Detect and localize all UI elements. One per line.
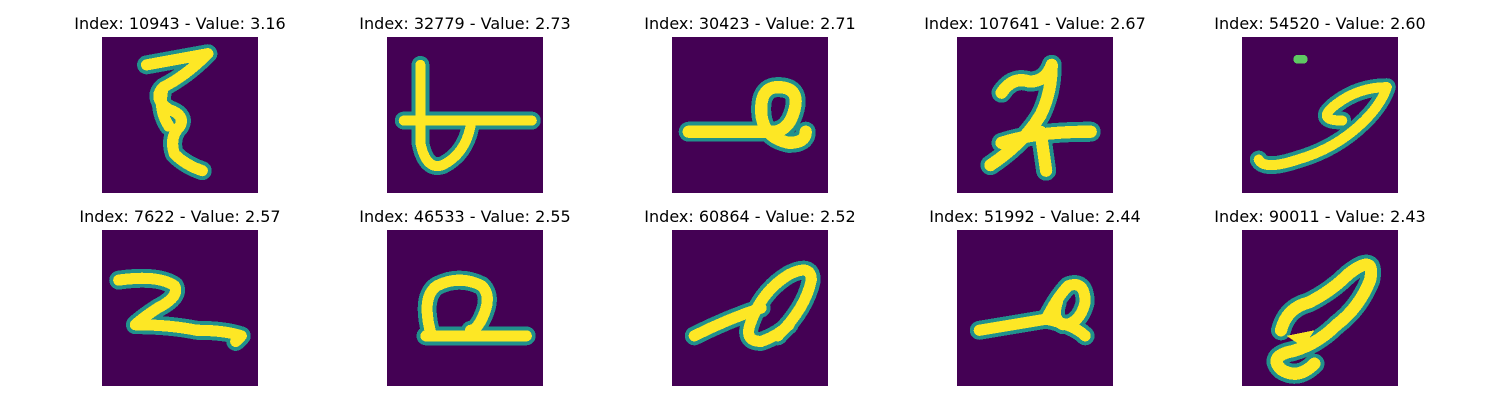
panel-4: Index: 107641 - Value: 2.67 (920, 14, 1150, 193)
digit-image (387, 230, 543, 386)
panel-title: Index: 46533 - Value: 2.55 (359, 207, 571, 226)
panel-6: Index: 7622 - Value: 2.57 (65, 207, 295, 386)
digit-image (1242, 230, 1398, 386)
digit-image (102, 230, 258, 386)
panel-title: Index: 60864 - Value: 2.52 (644, 207, 856, 226)
digit-image (672, 230, 828, 386)
digit-image (387, 37, 543, 193)
panel-title: Index: 51992 - Value: 2.44 (929, 207, 1141, 226)
panel-7: Index: 46533 - Value: 2.55 (350, 207, 580, 386)
digit-image (957, 37, 1113, 193)
panel-title: Index: 7622 - Value: 2.57 (79, 207, 281, 226)
panel-9: Index: 51992 - Value: 2.44 (920, 207, 1150, 386)
panel-title: Index: 107641 - Value: 2.67 (924, 14, 1146, 33)
panel-1: Index: 10943 - Value: 3.16 (65, 14, 295, 193)
digit-image (672, 37, 828, 193)
panel-3: Index: 30423 - Value: 2.71 (635, 14, 865, 193)
panel-2: Index: 32779 - Value: 2.73 (350, 14, 580, 193)
panel-title: Index: 10943 - Value: 3.16 (74, 14, 286, 33)
panel-title: Index: 32779 - Value: 2.73 (359, 14, 571, 33)
panel-5: Index: 54520 - Value: 2.60 (1205, 14, 1435, 193)
panel-8: Index: 60864 - Value: 2.52 (635, 207, 865, 386)
panel-10: Index: 90011 - Value: 2.43 (1205, 207, 1435, 386)
panel-title: Index: 30423 - Value: 2.71 (644, 14, 856, 33)
digit-image (1242, 37, 1398, 193)
digit-image (102, 37, 258, 193)
panel-title: Index: 90011 - Value: 2.43 (1214, 207, 1426, 226)
digit-image (957, 230, 1113, 386)
panel-title: Index: 54520 - Value: 2.60 (1214, 14, 1426, 33)
